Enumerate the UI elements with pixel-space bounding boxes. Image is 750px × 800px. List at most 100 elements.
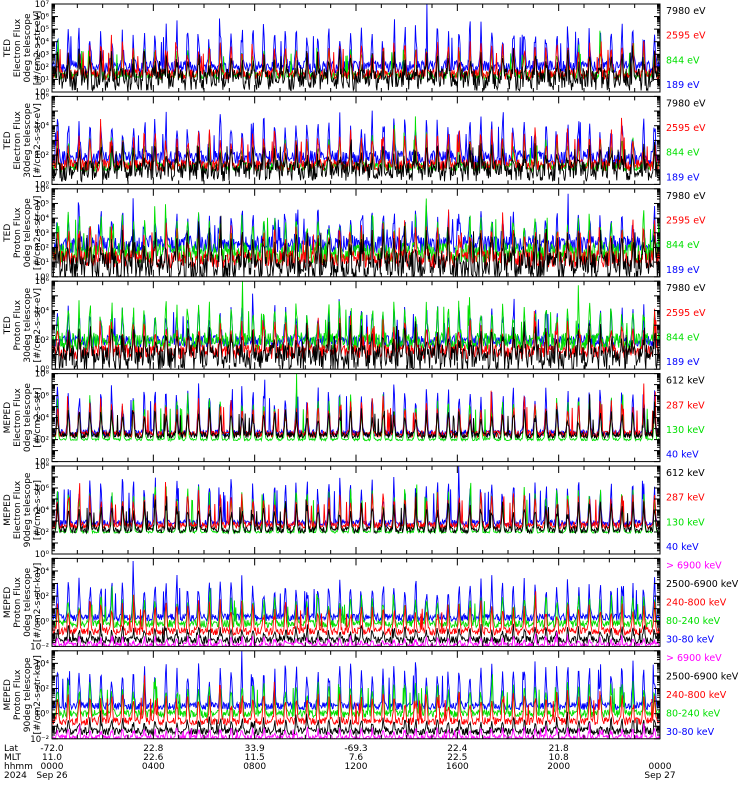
series-189-ev bbox=[52, 4, 660, 75]
panel-5: 10⁰ 10² 10⁴ 10⁶ 10⁸ MEPED Electron Flux 0deg te… bbox=[3, 370, 705, 468]
y-tick-label: 10⁴ bbox=[35, 307, 50, 317]
y-tick-label: 10⁴ bbox=[35, 659, 50, 669]
y-axis-label: Proton Flux bbox=[13, 299, 23, 350]
x-tick-label: 22.4 bbox=[447, 744, 467, 754]
y-tick-label: 10⁰ bbox=[35, 365, 50, 375]
y-tick-label: 10⁶ bbox=[35, 92, 50, 102]
y-axis-label: Electron Flux bbox=[13, 18, 23, 77]
y-axis-label: [#/cm2-s-str-eV] bbox=[33, 288, 43, 363]
y-tick-label: 10⁴ bbox=[35, 122, 50, 132]
y-tick-label: 10⁴ bbox=[35, 567, 50, 577]
x-tick-label: 1200 bbox=[345, 762, 368, 772]
y-axis-label: TED bbox=[3, 316, 13, 335]
x-tick-label: 7.6 bbox=[349, 753, 364, 763]
y-tick-label: 10² bbox=[35, 528, 49, 538]
x-tick-label: Sep 26 bbox=[36, 771, 68, 781]
legend-entry: 844 eV bbox=[666, 333, 700, 344]
legend-entry: 287 keV bbox=[666, 493, 705, 504]
x-tick-label: Sep 27 bbox=[644, 771, 675, 781]
y-tick-label: 10⁶ bbox=[35, 392, 50, 402]
y-tick-label: 10⁴ bbox=[35, 506, 50, 516]
y-tick-label: 10² bbox=[35, 436, 49, 446]
series-612-kev bbox=[52, 394, 660, 440]
y-tick-label: 10³ bbox=[35, 229, 49, 239]
y-tick-label: 10⁰ bbox=[35, 458, 50, 468]
x-tick-label: 10.8 bbox=[549, 753, 569, 763]
y-tick-label: 10⁶ bbox=[35, 13, 50, 23]
y-axis-label: Electron Flux bbox=[13, 388, 23, 447]
x-tick-label: 11.5 bbox=[245, 753, 265, 763]
x-tick-label: 2000 bbox=[547, 762, 570, 772]
legend-entry: 2595 eV bbox=[666, 123, 706, 134]
y-tick-label: 10⁴ bbox=[35, 38, 50, 48]
legend-entry: 844 eV bbox=[666, 55, 700, 66]
series-2595-ev bbox=[52, 209, 660, 270]
y-tick-label: 10⁰ bbox=[35, 710, 50, 720]
x-row-label: Lat bbox=[4, 744, 19, 754]
y-axis-label: Proton Flux bbox=[13, 207, 23, 258]
y-axis-label: 90deg telescope bbox=[23, 657, 33, 732]
legend-entry: 189 eV bbox=[666, 80, 700, 91]
y-axis-label: [#/cm2-s-str] bbox=[33, 480, 43, 540]
legend-entry: 40 keV bbox=[666, 542, 699, 553]
x-row-label: hhmm bbox=[4, 762, 33, 772]
y-axis-label: 90deg telescope bbox=[23, 472, 33, 547]
y-tick-label: 10⁶ bbox=[35, 277, 50, 287]
y-tick-label: 10³ bbox=[35, 50, 49, 60]
y-axis-label: MEPED bbox=[3, 494, 13, 526]
y-tick-label: 10⁴ bbox=[35, 214, 50, 224]
series-189-ev bbox=[52, 110, 660, 167]
x-tick-label: 0800 bbox=[243, 762, 266, 772]
y-tick-label: 10⁴ bbox=[35, 414, 50, 424]
y-axis-label: TED bbox=[3, 224, 13, 243]
legend-entry: 130 keV bbox=[666, 517, 705, 528]
legend-entry: 240-800 keV bbox=[666, 690, 727, 701]
panel-6: 10⁰ 10² 10⁴ 10⁶ 10⁸ MEPED Electron Flux 90deg t… bbox=[3, 462, 705, 560]
y-axis-label: 0deg telescope bbox=[23, 13, 33, 83]
series-612-kev bbox=[52, 492, 660, 535]
y-axis-label: 30deg telescope bbox=[23, 103, 33, 178]
legend-entry: 7980 eV bbox=[666, 191, 706, 202]
x-tick-label: 1600 bbox=[446, 762, 469, 772]
legend-entry: 7980 eV bbox=[666, 98, 706, 109]
y-axis-label: MEPED bbox=[3, 679, 13, 711]
y-tick-label: 10² bbox=[35, 151, 49, 161]
x-tick-label: 0000 bbox=[41, 762, 64, 772]
series-130-kev bbox=[52, 373, 660, 443]
legend-entry: 844 eV bbox=[666, 240, 700, 251]
legend-entry: 189 eV bbox=[666, 265, 700, 276]
y-tick-label: 10⁰ bbox=[35, 617, 50, 627]
panel-8: 10⁻² 10⁰ 10² 10⁴ MEPED Proton Flux 90deg teles… bbox=[3, 650, 739, 745]
y-axis-label: [#/cm2-s-str-keV] bbox=[33, 655, 43, 734]
x-row-label: MLT bbox=[4, 753, 22, 763]
y-tick-label: 10⁰ bbox=[35, 180, 50, 190]
x-tick-label: 22.6 bbox=[143, 753, 163, 763]
y-tick-label: 10⁷ bbox=[35, 0, 50, 10]
x-tick-label: 22.5 bbox=[447, 753, 467, 763]
legend-entry: 844 eV bbox=[666, 148, 700, 159]
panel-2: 10⁰ 10² 10⁴ 10⁶ TED Electron Flux 30deg telesc… bbox=[3, 92, 706, 190]
y-axis-label: 0deg telescope bbox=[23, 383, 33, 453]
x-tick-label: 0000 bbox=[649, 762, 672, 772]
x-tick-label: 22.8 bbox=[143, 744, 163, 754]
y-axis-label: TED bbox=[3, 39, 13, 58]
x-row-label: 2024 bbox=[4, 771, 27, 781]
legend-entry: 80-240 keV bbox=[666, 616, 721, 627]
y-tick-label: 10⁰ bbox=[35, 550, 50, 560]
y-tick-label: 10² bbox=[35, 243, 49, 253]
y-axis-label: Electron Flux bbox=[13, 480, 23, 539]
y-tick-label: 10² bbox=[35, 592, 49, 602]
series-2595-ev bbox=[52, 308, 660, 361]
y-tick-label: 10⁶ bbox=[35, 484, 50, 494]
legend-entry: 287 keV bbox=[666, 400, 705, 411]
y-axis-label: 0deg telescope bbox=[23, 567, 33, 637]
x-tick-label: 11.0 bbox=[42, 753, 62, 763]
legend-entry: 30-80 keV bbox=[666, 727, 715, 738]
legend-entry: 189 eV bbox=[666, 357, 700, 368]
y-axis-label: [#/cm2-s-str-eV] bbox=[33, 103, 43, 178]
y-axis-label: Proton Flux bbox=[13, 669, 23, 720]
y-tick-label: 10² bbox=[35, 336, 49, 346]
